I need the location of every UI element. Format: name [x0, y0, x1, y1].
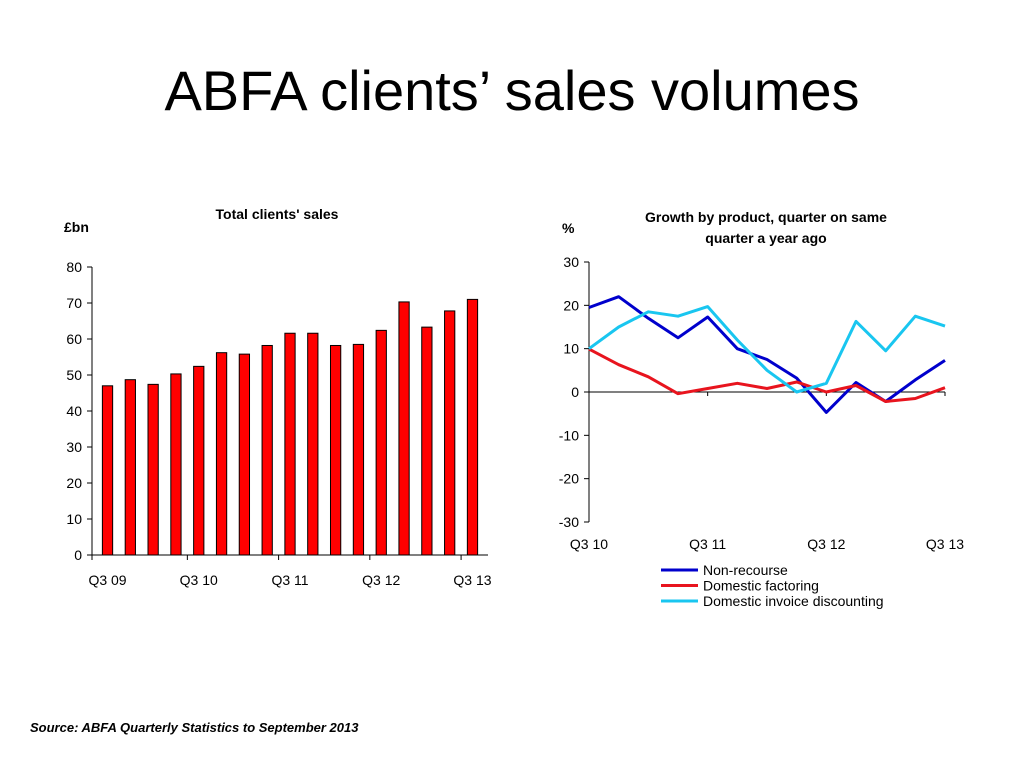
bar — [124, 379, 136, 556]
bar — [238, 353, 251, 556]
bar — [101, 385, 114, 556]
bar-x-tick-label: Q3 12 — [362, 572, 400, 588]
line-y-tick-label: -20 — [559, 471, 579, 487]
bar-y-tick-label: 70 — [66, 295, 82, 311]
bar-x-tick-label: Q3 10 — [180, 572, 218, 588]
line-x-tick-label: Q3 13 — [926, 536, 964, 552]
bar-y-tick-label: 40 — [66, 403, 82, 419]
bar — [307, 332, 319, 556]
bar-chart-title: Total clients' sales — [216, 206, 339, 222]
bar-y-tick-label: 60 — [66, 331, 82, 347]
legend-label-0: Non-recourse — [703, 562, 788, 578]
line-chart-ylabel: % — [562, 220, 575, 236]
line-y-tick-label: 20 — [563, 297, 579, 313]
bar — [147, 383, 159, 556]
slide-title: ABFA clients’ sales volumes — [164, 59, 860, 122]
line-y-tick-label: 10 — [563, 341, 579, 357]
line-y-tick-label: 0 — [571, 384, 579, 400]
bar — [261, 344, 273, 556]
series-line-2 — [588, 305, 946, 394]
bar-chart-ylabel: £bn — [64, 219, 89, 235]
bar-x-tick-label: Q3 11 — [271, 572, 308, 588]
bar-y-tick-label: 20 — [66, 475, 82, 491]
line-y-tick-label: -30 — [559, 514, 579, 530]
bar — [329, 344, 342, 556]
legend-label-1: Domestic factoring — [703, 578, 819, 594]
line-x-tick-label: Q3 10 — [570, 536, 608, 552]
source-note: Source: ABFA Quarterly Statistics to Sep… — [30, 720, 359, 735]
bar-y-tick-label: 0 — [74, 547, 82, 563]
line-chart: -30 -20 -10 0 10 20 30 Q3 10 Q3 11 Q3 12 Q3 13 Non-… — [559, 254, 965, 609]
line-y-tick-label: -10 — [559, 427, 579, 443]
bar-x-tick-label: Q3 09 — [88, 572, 126, 588]
bar — [215, 352, 228, 556]
bar — [193, 365, 205, 556]
line-x-tick-label: Q3 12 — [807, 536, 845, 552]
bar — [352, 343, 365, 556]
bar-y-tick-label: 80 — [66, 259, 82, 275]
line-x-tick-label: Q3 11 — [689, 536, 726, 552]
bar — [398, 301, 410, 556]
bar-chart: 0 10 20 30 40 50 60 70 80 Q3 09 Q3 10 Q3 11 Q3 12 Q3 … — [66, 259, 491, 588]
bar — [170, 373, 182, 556]
bar — [375, 329, 387, 556]
bar — [444, 310, 456, 556]
line-chart-title-line-1: Growth by product, quarter on same — [645, 209, 887, 225]
legend-label-2: Domestic invoice discounting — [703, 593, 884, 609]
bar-y-tick-label: 30 — [66, 439, 82, 455]
bar — [421, 326, 433, 556]
series-line-1 — [588, 347, 946, 403]
bar — [466, 298, 479, 556]
bar-x-tick-label: Q3 13 — [453, 572, 491, 588]
bar — [284, 332, 296, 556]
line-y-tick-label: 30 — [563, 254, 579, 270]
bar-y-tick-label: 50 — [66, 367, 82, 383]
bar-y-tick-label: 10 — [66, 511, 82, 527]
line-chart-title-line-2: quarter a year ago — [705, 230, 826, 246]
